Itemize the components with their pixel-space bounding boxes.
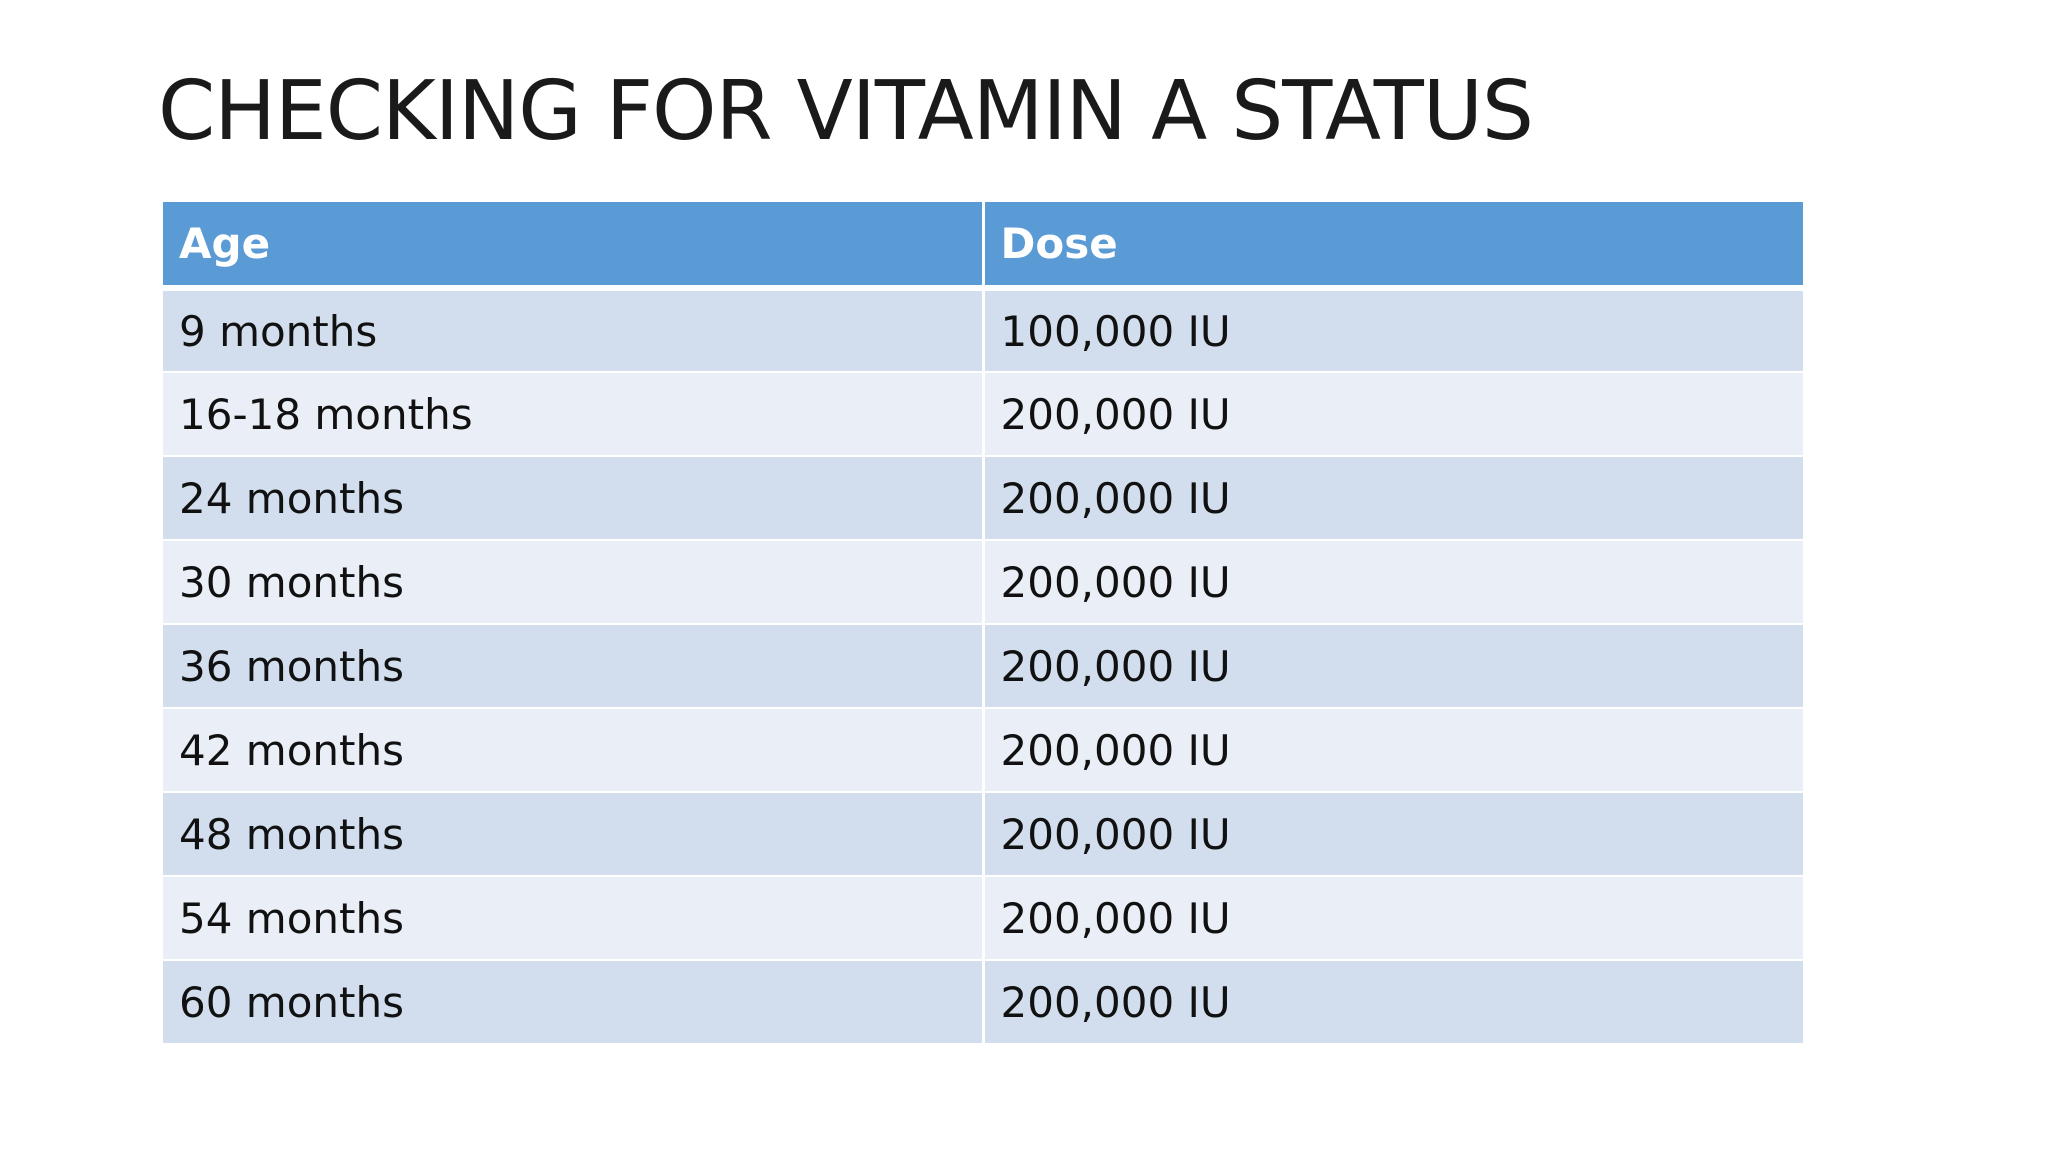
slide-title: CHECKING FOR VITAMIN A STATUS: [158, 64, 1534, 159]
dose-cell: 200,000 IU: [983, 876, 1803, 961]
table-row: 60 months 200,000 IU: [163, 960, 1803, 1045]
age-cell: 36 months: [163, 624, 985, 709]
table-row: 24 months 200,000 IU: [163, 456, 1803, 541]
table-row: 54 months 200,000 IU: [163, 876, 1803, 961]
table-header-row: Age Dose: [163, 202, 1803, 291]
table-row: 30 months 200,000 IU: [163, 540, 1803, 625]
age-cell: 9 months: [163, 288, 985, 373]
age-cell: 24 months: [163, 456, 985, 541]
vitamin-a-dose-table: Age Dose 9 months 100,000 IU 16-18 month…: [163, 202, 1803, 1045]
dose-cell: 200,000 IU: [983, 372, 1803, 457]
age-cell: 42 months: [163, 708, 985, 793]
column-header-dose: Dose: [983, 202, 1803, 291]
age-cell: 54 months: [163, 876, 985, 961]
dose-cell: 200,000 IU: [983, 960, 1803, 1045]
dose-cell: 200,000 IU: [983, 456, 1803, 541]
table-row: 16-18 months 200,000 IU: [163, 372, 1803, 457]
table-body: 9 months 100,000 IU 16-18 months 200,000…: [163, 288, 1803, 1045]
age-cell: 60 months: [163, 960, 985, 1045]
dose-cell: 200,000 IU: [983, 624, 1803, 709]
dose-cell: 200,000 IU: [983, 792, 1803, 877]
table-row: 48 months 200,000 IU: [163, 792, 1803, 877]
dose-cell: 100,000 IU: [983, 288, 1803, 373]
age-cell: 30 months: [163, 540, 985, 625]
column-header-age: Age: [163, 202, 985, 291]
dose-cell: 200,000 IU: [983, 708, 1803, 793]
table-row: 36 months 200,000 IU: [163, 624, 1803, 709]
dose-cell: 200,000 IU: [983, 540, 1803, 625]
table-row: 42 months 200,000 IU: [163, 708, 1803, 793]
age-cell: 16-18 months: [163, 372, 985, 457]
table-row: 9 months 100,000 IU: [163, 288, 1803, 373]
age-cell: 48 months: [163, 792, 985, 877]
